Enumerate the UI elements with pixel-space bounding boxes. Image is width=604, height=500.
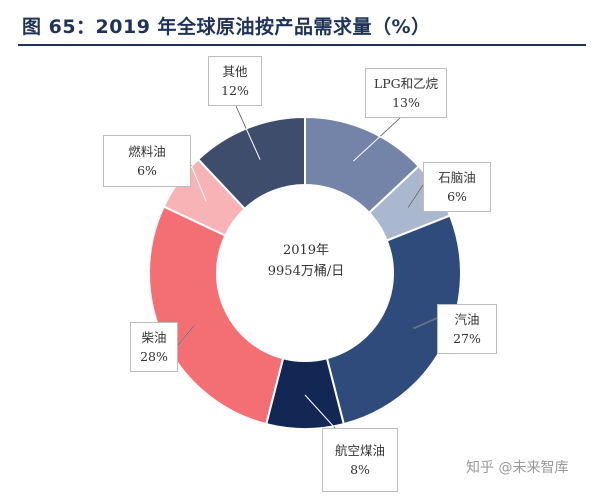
label-name: 其他 <box>222 64 248 79</box>
label-value: 27% <box>453 331 481 346</box>
center-label: 2019年 9954万桶/日 <box>236 240 376 282</box>
label-gasoline: 汽油 27% <box>437 304 497 354</box>
leader-line-shadow-other <box>235 105 247 129</box>
slice-other <box>196 115 306 211</box>
label-value: 12% <box>221 83 249 98</box>
leader-line-shadow-gasoline <box>413 317 438 329</box>
leader-line-shadow-diesel <box>177 324 195 346</box>
chart-title: 图 65：2019 年全球原油按产品需求量（%） <box>22 16 431 38</box>
label-value: 13% <box>392 95 420 110</box>
slice-diesel <box>148 205 285 426</box>
label-name: 柴油 <box>141 330 167 345</box>
label-name: LPG和乙烷 <box>373 76 439 91</box>
leader-line-shadow-jet-fuel <box>333 426 336 429</box>
leader-line-jet-fuel <box>304 394 336 429</box>
label-diesel: 柴油 28% <box>130 322 178 372</box>
title-underline <box>18 44 586 46</box>
label-value: 6% <box>447 189 467 204</box>
leader-line-shadow-naphtha <box>407 184 424 208</box>
label-name: 燃料油 <box>128 144 166 159</box>
label-value: 28% <box>140 349 168 364</box>
label-value: 6% <box>137 163 157 178</box>
label-value: 8% <box>350 462 370 477</box>
label-name: 石脑油 <box>438 170 476 185</box>
label-lpg: LPG和乙烷 13% <box>365 68 447 118</box>
label-fuel-oil: 燃料油 6% <box>103 135 191 187</box>
center-label-volume: 9954万桶/日 <box>267 264 345 279</box>
leader-line-shadow-lpg <box>380 117 401 137</box>
label-name: 汽油 <box>454 312 480 327</box>
center-label-year: 2019年 <box>282 243 330 258</box>
leader-line-fuel-oil <box>190 164 207 202</box>
watermark: 知乎 @未来智库 <box>466 460 569 476</box>
label-naphtha: 石脑油 6% <box>423 162 491 212</box>
label-name: 航空煤油 <box>334 443 385 458</box>
label-other: 其他 12% <box>208 56 262 106</box>
slice-gasoline <box>325 214 462 426</box>
label-jet-fuel: 航空煤油 8% <box>322 428 398 492</box>
